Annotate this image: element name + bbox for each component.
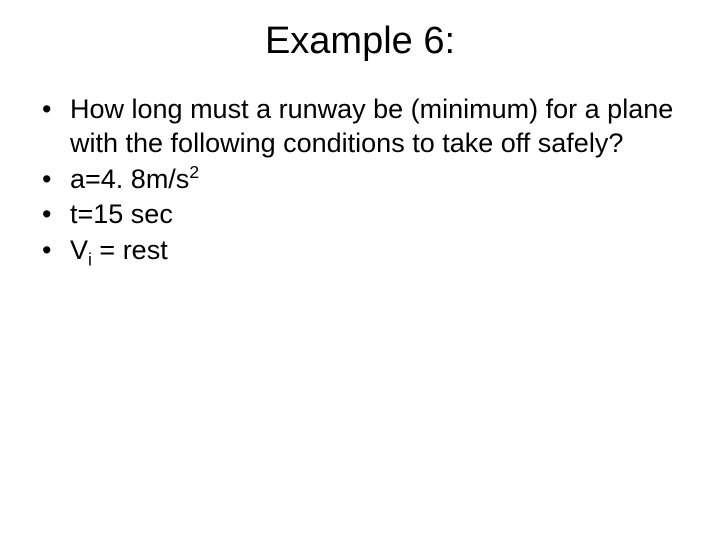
bullet-text: = rest: [92, 235, 168, 265]
bullet-list: How long must a runway be (minimum) for …: [32, 93, 680, 268]
slide-title: Example 6:: [0, 0, 720, 93]
bullet-text: t=15 sec: [70, 199, 173, 229]
bullet-text: a=4. 8m/s: [70, 164, 189, 194]
bullet-item: t=15 sec: [32, 198, 680, 232]
slide-content: How long must a runway be (minimum) for …: [0, 93, 720, 268]
bullet-item: a=4. 8m/s2: [32, 163, 680, 197]
superscript: 2: [189, 162, 199, 182]
bullet-text: V: [70, 235, 88, 265]
bullet-text: How long must a runway be (minimum) for …: [70, 94, 673, 158]
bullet-item: Vi = rest: [32, 234, 680, 268]
bullet-item: How long must a runway be (minimum) for …: [32, 93, 680, 161]
slide: Example 6: How long must a runway be (mi…: [0, 0, 720, 540]
